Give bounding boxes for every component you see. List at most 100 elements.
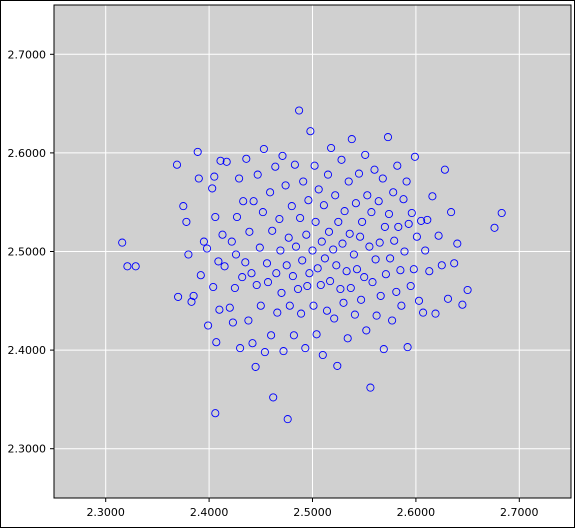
data-point [210,172,219,181]
data-point [211,212,220,222]
data-point [453,239,462,248]
data-point [204,321,213,330]
data-point [311,217,320,226]
data-point [421,246,430,255]
data-point [350,310,359,319]
data-point [356,232,365,241]
data-point [368,278,377,287]
data-point [410,152,419,161]
data-point [306,127,315,136]
data-point [406,281,415,291]
data-point [324,227,334,236]
data-point [362,326,371,335]
data-point [308,246,317,255]
data-point [354,169,364,178]
data-point [367,208,376,217]
data-point [281,181,290,190]
y-tick-label: 2.3000 [8,443,47,456]
data-point [332,261,341,270]
data-point [275,214,284,224]
data-point [414,296,424,305]
data-point [390,236,399,245]
data-point [299,177,308,186]
data-point [349,250,358,259]
data-point [361,150,370,159]
data-point [316,280,325,290]
x-tick-label: 2.3000 [86,506,125,519]
data-point [437,261,446,270]
data-point [242,154,251,163]
data-point [423,215,432,224]
data-point [256,301,265,310]
data-point [301,344,310,353]
data-point [293,284,303,294]
data-point [172,160,182,169]
data-point [285,301,294,310]
data-point [351,199,360,208]
data-point [396,266,405,275]
data-point [372,311,381,320]
data-point [497,208,506,218]
data-point [212,338,221,347]
data-point [394,222,403,231]
data-point [241,258,250,267]
data-point [399,195,408,204]
data-point [263,278,273,287]
y-tick-label: 2.4000 [8,344,47,357]
data-point [271,162,280,171]
data-point [363,191,372,200]
data-point [303,281,312,291]
data-point [381,270,390,279]
data-point [189,291,198,300]
data-point [329,245,338,254]
data-point [310,161,319,170]
data-point [218,230,227,239]
data-point [330,314,339,323]
data-point [302,230,311,239]
data-point [380,222,389,231]
data-point [326,277,335,286]
data-point [258,208,267,217]
data-point [194,174,203,183]
data-point [338,239,347,248]
data-point [402,177,411,186]
data-point [333,361,342,370]
data-point [412,232,421,241]
y-tick-label: 2.5000 [8,246,47,259]
data-point [327,143,336,153]
data-point [409,265,418,274]
data-point [187,297,196,306]
data-point [378,174,387,183]
data-point [252,280,261,290]
data-point [357,295,366,304]
data-point [118,238,127,247]
data-point [298,256,307,265]
data-point [214,257,223,266]
data-point [388,316,397,325]
data-point [400,247,409,256]
data-point [283,415,292,424]
data-point [236,344,245,353]
data-point [238,273,247,282]
y-tick-label: 2.6000 [8,147,47,160]
data-point [282,261,291,270]
data-point [320,254,329,263]
data-point [245,227,254,236]
data-point [490,223,499,232]
data-point [267,331,276,340]
x-tick-label: 2.7000 [500,506,539,519]
data-point [428,192,437,201]
data-point [322,306,332,315]
x-axis-ticks: 2.3000 2.4000 2.5000 2.6000 2.7000 [86,498,539,519]
data-point [231,250,241,259]
data-point [389,188,398,197]
data-point [290,160,299,169]
data-point [244,316,253,325]
data-point [260,348,269,357]
data-point [340,207,349,216]
data-point [232,212,242,222]
data-point [419,308,428,317]
x-tick-label: 2.6000 [397,506,436,519]
data-point [434,231,443,240]
data-point [346,283,355,293]
